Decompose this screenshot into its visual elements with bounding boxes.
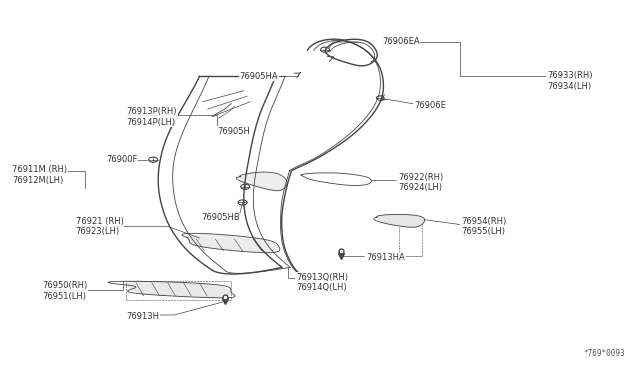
Text: 76913H: 76913H: [127, 312, 159, 321]
Text: 76913P(RH)
76914P(LH): 76913P(RH) 76914P(LH): [127, 108, 177, 127]
Text: 76922(RH)
76924(LH): 76922(RH) 76924(LH): [398, 173, 444, 192]
Text: 76950(RH)
76951(LH): 76950(RH) 76951(LH): [42, 282, 88, 301]
Text: 76905HB: 76905HB: [202, 214, 240, 222]
Text: 76913HA: 76913HA: [366, 253, 405, 262]
Text: 76905HA: 76905HA: [239, 71, 278, 81]
Text: 76911M (RH)
76912M(LH): 76911M (RH) 76912M(LH): [12, 165, 67, 185]
Text: 76905H: 76905H: [217, 126, 250, 135]
Text: 76900F: 76900F: [106, 155, 138, 164]
Polygon shape: [127, 281, 231, 298]
Text: 76906EA: 76906EA: [382, 38, 420, 46]
Text: 76933(RH)
76934(LH): 76933(RH) 76934(LH): [547, 71, 593, 90]
Polygon shape: [241, 173, 287, 190]
Text: 76921 (RH)
76923(LH): 76921 (RH) 76923(LH): [76, 217, 124, 236]
Text: 76913Q(RH)
76914Q(LH): 76913Q(RH) 76914Q(LH): [296, 273, 348, 292]
Text: *769*0093: *769*0093: [583, 349, 625, 358]
Text: 76906E: 76906E: [414, 101, 446, 110]
Polygon shape: [377, 215, 425, 227]
Text: 76954(RH)
76955(LH): 76954(RH) 76955(LH): [461, 217, 506, 236]
Polygon shape: [187, 234, 279, 253]
